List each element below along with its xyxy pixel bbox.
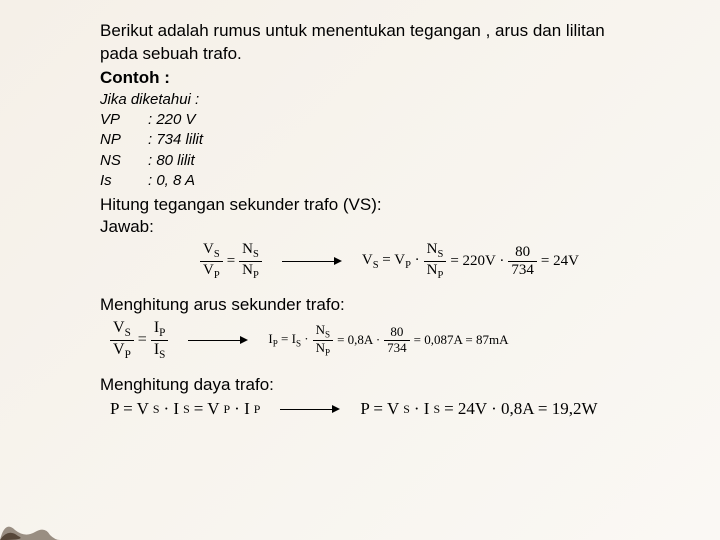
jawab-label: Jawab:	[100, 217, 620, 237]
intro-text: Berikut adalah rumus untuk menentukan te…	[100, 20, 620, 66]
corner-decoration	[0, 480, 60, 540]
equation-1: VSVP = NSNP VS = VP · NSNP = 220V · 8073…	[200, 241, 620, 281]
arrow-icon	[280, 404, 340, 414]
vp-val: : 220 V	[148, 110, 196, 130]
is-val: : 0, 8 A	[148, 171, 195, 191]
given-label: Jika diketahui :	[100, 90, 620, 110]
np-val: : 734 lilit	[148, 130, 203, 150]
question-1: Hitung tegangan sekunder trafo (VS):	[100, 195, 620, 215]
equation-3: P = VS · IS = VP · IP P = VS · IS = 24V …	[110, 399, 620, 419]
ns-val: : 80 lilit	[148, 151, 195, 171]
is-key: Is	[100, 171, 148, 191]
arrow-icon	[188, 335, 248, 345]
question-2: Menghitung arus sekunder trafo:	[100, 295, 620, 315]
contoh-label: Contoh :	[100, 68, 620, 88]
equation-2: VSVP = IPIS IP = IS · NSNP = 0,8A · 8073…	[110, 319, 620, 361]
np-key: NP	[100, 130, 148, 150]
ns-key: NS	[100, 151, 148, 171]
question-3: Menghitung daya trafo:	[100, 375, 620, 395]
arrow-icon	[282, 256, 342, 266]
vp-key: VP	[100, 110, 148, 130]
